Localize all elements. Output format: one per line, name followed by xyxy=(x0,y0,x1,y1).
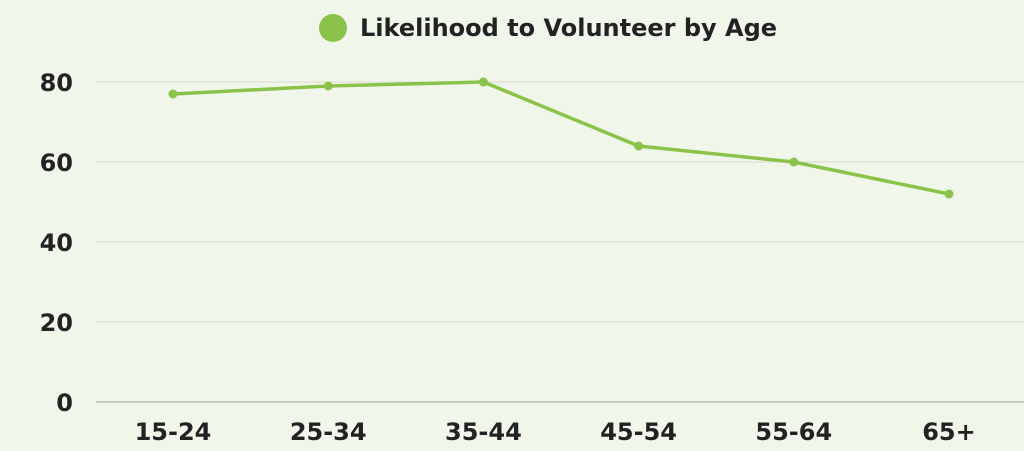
x-tick-label: 55-64 xyxy=(755,418,832,446)
y-tick-label: 0 xyxy=(56,389,73,417)
data-point xyxy=(789,157,799,167)
series-line xyxy=(171,80,951,196)
legend-marker xyxy=(319,14,347,42)
legend-label: Likelihood to Volunteer by Age xyxy=(360,14,777,42)
data-point xyxy=(634,141,644,151)
data-point xyxy=(944,189,954,199)
gridlines xyxy=(96,81,1024,403)
data-point xyxy=(478,77,488,87)
y-tick-label: 80 xyxy=(40,69,73,97)
data-point xyxy=(323,81,333,91)
data-point xyxy=(168,89,178,99)
x-tick-label: 25-34 xyxy=(290,418,367,446)
x-tick-label: 45-54 xyxy=(600,418,677,446)
y-tick-label: 20 xyxy=(40,309,73,337)
y-tick-label: 60 xyxy=(40,149,73,177)
x-tick-label: 65+ xyxy=(922,418,976,446)
y-axis-tick-labels: 0 20 40 60 80 xyxy=(40,69,73,417)
x-tick-label: 35-44 xyxy=(445,418,522,446)
y-tick-label: 40 xyxy=(40,229,73,257)
x-tick-label: 15-24 xyxy=(135,418,212,446)
legend: Likelihood to Volunteer by Age xyxy=(319,14,777,42)
x-axis-tick-labels: 15-24 25-34 35-44 45-54 55-64 65+ xyxy=(135,418,976,446)
data-series xyxy=(168,77,954,199)
